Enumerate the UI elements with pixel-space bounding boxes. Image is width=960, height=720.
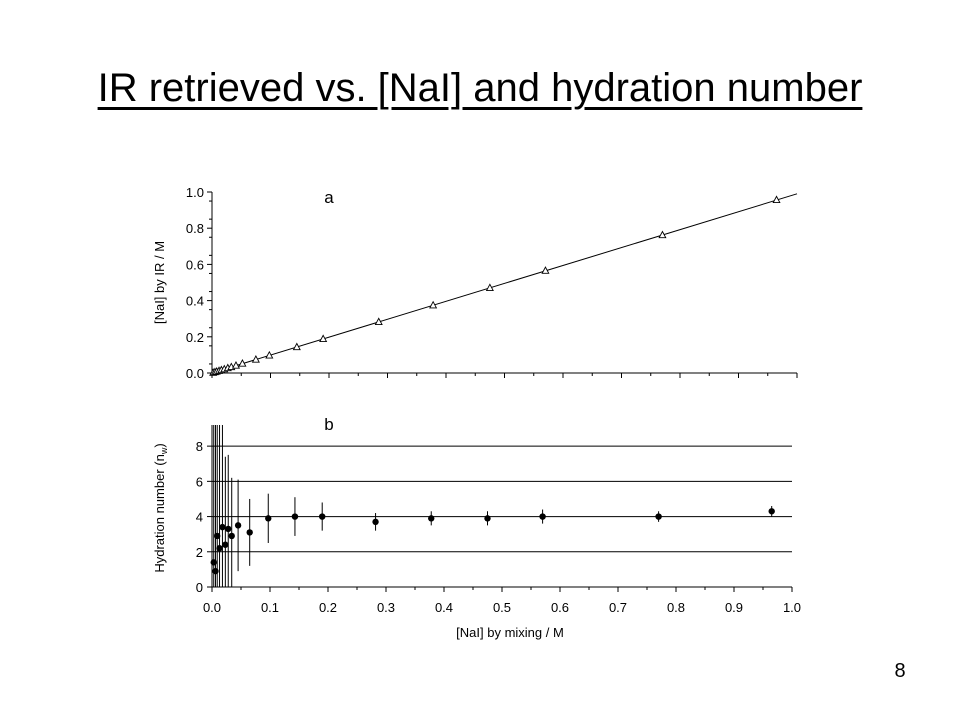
y-tick-label: 6 [196,474,203,489]
data-point [225,525,232,533]
panel-a-chart: 0.0 0.2 0.4 0.6 0.8 1.0 a [NaI] by IR / M [152,185,798,381]
data-point [246,529,253,536]
data-point [541,266,550,274]
x-tick-label: 0.8 [667,600,685,615]
data-point [539,513,546,520]
data-point [658,230,667,239]
data-point [238,359,247,367]
y-tick-label: 2 [196,545,203,560]
data-point [228,532,235,540]
data-point [231,361,241,369]
x-tick-label: 0.6 [551,600,569,615]
y-tick-label: 0.2 [186,330,204,345]
data-point [655,513,662,520]
y-axis-label-suffix: ) [152,443,167,447]
panel-b-chart: 0 2 4 6 8 0.0 0.1 0.2 0.3 0.4 0.5 0.6 0.7 0.8 0.9 1.0 b [… [152,415,801,640]
data-point [319,334,328,343]
y-axis-label-subscript: w [159,447,169,455]
data-point [319,513,326,520]
data-point [292,342,301,351]
fit-line [211,193,798,374]
data-point [485,283,494,291]
y-tick-label: 0 [196,580,203,595]
y-tick-label: 8 [196,439,203,454]
x-tick-label: 0.0 [203,600,221,615]
x-tick-label: 0.7 [609,600,627,615]
data-point [429,300,438,309]
data-point [374,317,383,326]
x-tick-label: 0.2 [319,600,337,615]
y-tick-label: 1.0 [186,185,204,200]
panel-label-b: b [324,415,333,434]
data-point [484,515,491,522]
data-point [265,515,272,522]
data-point [768,508,775,515]
data-point [222,541,229,548]
y-tick-label: 0.4 [186,294,204,309]
data-point [210,559,217,566]
data-point [428,515,435,522]
x-tick-label: 1.0 [783,600,801,615]
page-number: 8 [894,660,906,682]
panel-label-a: a [324,188,334,207]
x-tick-label: 0.4 [435,600,453,615]
data-point [265,350,274,359]
y-axis-label-main: Hydration number (n [152,454,167,573]
data-point [234,522,242,529]
y-tick-label: 0.6 [186,257,204,272]
x-axis-label: [NaI] by mixing / M [456,625,564,640]
x-tick-label: 0.9 [725,600,743,615]
y-tick-label: 4 [196,510,203,525]
data-point [372,518,379,526]
data-point [214,532,221,540]
data-point [219,523,226,531]
y-tick-label: 0.8 [186,221,204,236]
y-axis-label-a: [NaI] by IR / M [152,241,167,324]
data-point [216,545,223,552]
y-tick-label: 0.0 [186,366,204,381]
x-tick-label: 0.1 [261,600,279,615]
data-point [772,195,781,204]
x-tick-label: 0.5 [493,600,511,615]
y-axis-label-b: Hydration number (nw) [152,443,169,572]
x-tick-label: 0.3 [377,600,395,615]
data-point [251,355,260,363]
data-point [291,513,299,520]
slide-title: IR retrieved vs. [NaI] and hydration num… [97,66,863,110]
